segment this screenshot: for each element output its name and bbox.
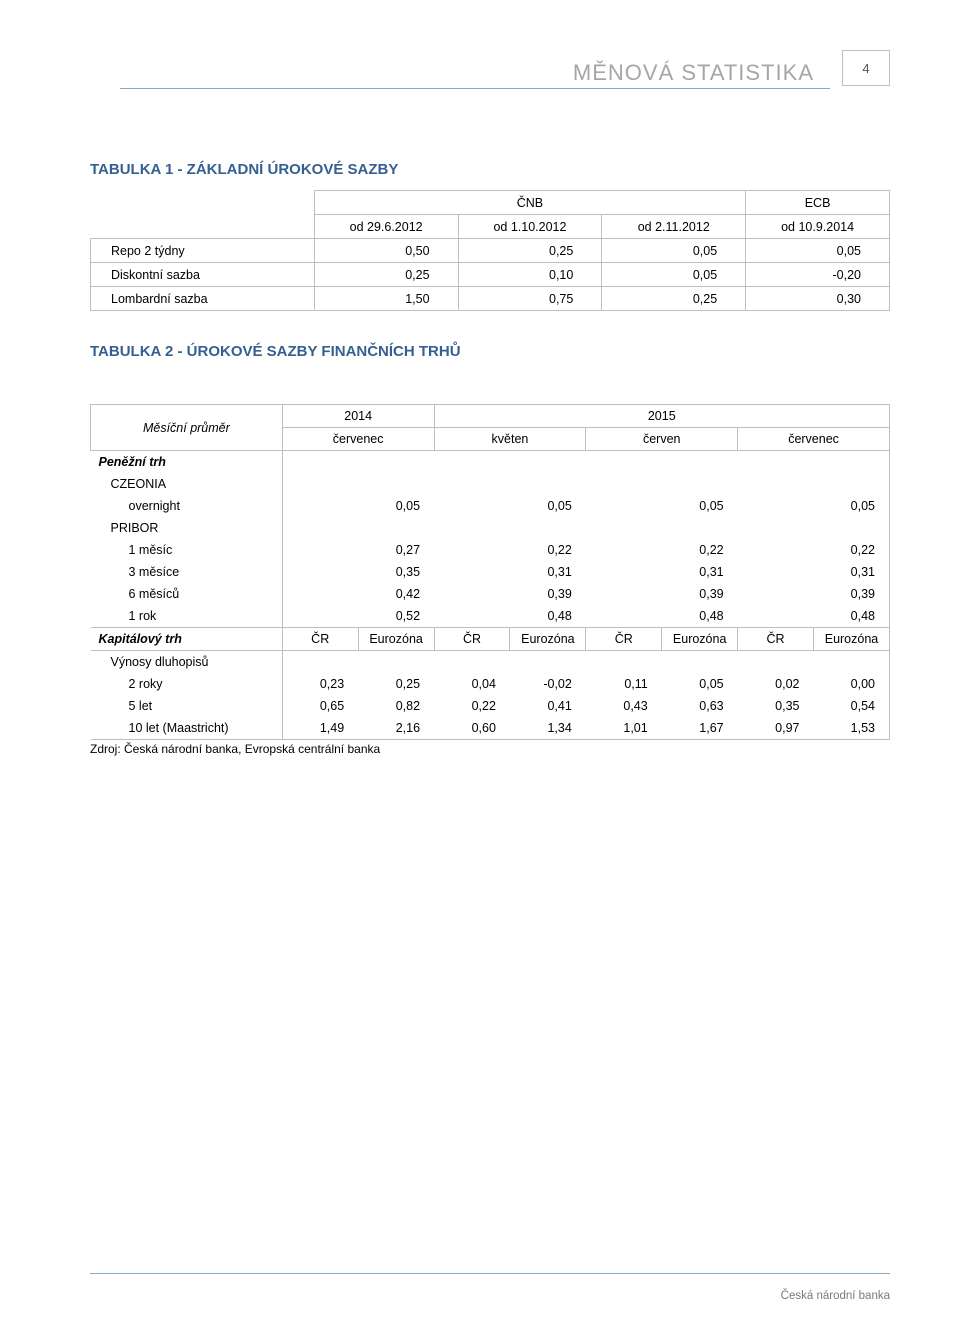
table1-r2-c0: 1,50 (314, 287, 458, 311)
table-row: Repo 2 týdny 0,50 0,25 0,05 0,05 (91, 239, 890, 263)
footer-rule (90, 1273, 890, 1274)
money-label: Peněžní trh (91, 451, 283, 474)
capital-label: Kapitálový trh (91, 628, 283, 651)
footer-text: Česká národní banka (781, 1290, 890, 1302)
pribor-1-label: 3 měsíce (91, 561, 283, 583)
table1-group-cnb: ČNB (314, 191, 745, 215)
table2-header-years: Měsíční průměr 2014 2015 (91, 405, 890, 428)
table1: ČNB ECB od 29.6.2012 od 1.10.2012 od 2.1… (90, 190, 890, 311)
table1-r0-c3: 0,05 (746, 239, 890, 263)
header-rule (120, 88, 830, 89)
table1-date-0: od 29.6.2012 (314, 215, 458, 239)
table1-r1-c3: -0,20 (746, 263, 890, 287)
table1-r1-c2: 0,05 (602, 263, 746, 287)
overnight-1: 0,05 (434, 495, 586, 517)
table1-r0-c1: 0,25 (458, 239, 602, 263)
pribor-2-label: 6 měsíců (91, 583, 283, 605)
table1-date-3: od 10.9.2014 (746, 215, 890, 239)
table2-year-1: 2015 (434, 405, 889, 428)
table-row: overnight 0,05 0,05 0,05 0,05 (91, 495, 890, 517)
table-row: Výnosy dluhopisů (91, 651, 890, 674)
table-row: 1 měsíc 0,27 0,22 0,22 0,22 (91, 539, 890, 561)
table-row: PRIBOR (91, 517, 890, 539)
table2-year-0: 2014 (282, 405, 434, 428)
table-row: 1 rok 0,52 0,48 0,48 0,48 (91, 605, 890, 628)
table2-month-1: květen (434, 428, 586, 451)
pribor-0-label: 1 měsíc (91, 539, 283, 561)
table1-r0-c2: 0,05 (602, 239, 746, 263)
table1-group-ecb: ECB (746, 191, 890, 215)
pribor-3-label: 1 rok (91, 605, 283, 628)
table-row: 5 let 0,65 0,82 0,22 0,41 0,43 0,63 0,35… (91, 695, 890, 717)
table1-title: TABULKA 1 - ZÁKLADNÍ ÚROKOVÉ SAZBY (90, 161, 890, 178)
table2-month-3: červenec (738, 428, 890, 451)
table2: Měsíční průměr 2014 2015 červenec květen… (90, 404, 890, 740)
table2-rowlabel: Měsíční průměr (91, 405, 283, 451)
table1-r1-label: Diskontní sazba (91, 263, 315, 287)
page-header: MĚNOVÁ STATISTIKA 4 (90, 50, 890, 86)
table2-month-2: červen (586, 428, 738, 451)
table1-r2-label: Lombardní sazba (91, 287, 315, 311)
table-row: 6 měsíců 0,42 0,39 0,39 0,39 (91, 583, 890, 605)
yields-label: Výnosy dluhopisů (91, 651, 283, 674)
page-footer: Česká národní banka (781, 1290, 890, 1302)
table1-r2-c3: 0,30 (746, 287, 890, 311)
page-number: 4 (842, 50, 890, 86)
overnight-0: 0,05 (282, 495, 434, 517)
table2-month-0: červenec (282, 428, 434, 451)
table-row: 2 roky 0,23 0,25 0,04 -0,02 0,11 0,05 0,… (91, 673, 890, 695)
table-row: 10 let (Maastricht) 1,49 2,16 0,60 1,34 … (91, 717, 890, 740)
pribor-label: PRIBOR (91, 517, 283, 539)
table1-header-groups: ČNB ECB (91, 191, 890, 215)
table1-r0-c0: 0,50 (314, 239, 458, 263)
table1-date-1: od 1.10.2012 (458, 215, 602, 239)
table1-r2-c2: 0,25 (602, 287, 746, 311)
table2-capital-header: Kapitálový trh ČR Eurozóna ČR Eurozóna Č… (91, 628, 890, 651)
table1-r0-label: Repo 2 týdny (91, 239, 315, 263)
table1-date-2: od 2.11.2012 (602, 215, 746, 239)
header-title: MĚNOVÁ STATISTIKA (573, 60, 814, 86)
table-row: Peněžní trh (91, 451, 890, 474)
table-row: Lombardní sazba 1,50 0,75 0,25 0,30 (91, 287, 890, 311)
table1-r2-c1: 0,75 (458, 287, 602, 311)
table1-header-dates: od 29.6.2012 od 1.10.2012 od 2.11.2012 o… (91, 215, 890, 239)
overnight-2: 0,05 (586, 495, 738, 517)
table-row: Diskontní sazba 0,25 0,10 0,05 -0,20 (91, 263, 890, 287)
table1-r1-c1: 0,10 (458, 263, 602, 287)
czeonia-label: CZEONIA (91, 473, 283, 495)
table2-source: Zdroj: Česká národní banka, Evropská cen… (90, 742, 890, 756)
table-row: CZEONIA (91, 473, 890, 495)
table-row: 3 měsíce 0,35 0,31 0,31 0,31 (91, 561, 890, 583)
overnight-3: 0,05 (738, 495, 890, 517)
table2-title: TABULKA 2 - ÚROKOVÉ SAZBY FINANČNÍCH TRH… (90, 343, 890, 360)
table1-r1-c0: 0,25 (314, 263, 458, 287)
overnight-label: overnight (91, 495, 283, 517)
